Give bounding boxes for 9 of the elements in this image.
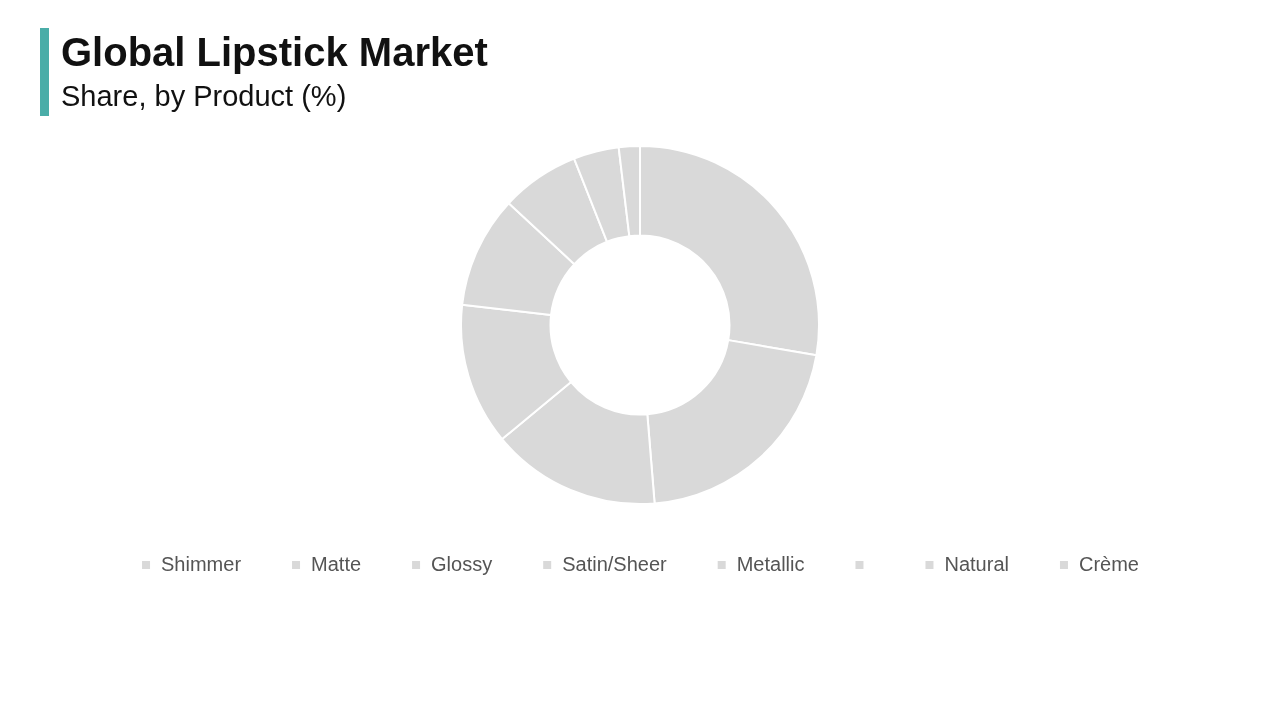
legend-label: Matte xyxy=(311,552,362,575)
chart-subtitle: Share, by Product (%) xyxy=(61,79,348,114)
legend-label: Shimmer xyxy=(161,552,242,575)
legend-label: Natural xyxy=(944,552,1009,575)
chart-title: Global Lipstick Market xyxy=(61,29,488,76)
legend-label: Crème xyxy=(1078,552,1139,575)
legend-label: Satin/Sheer xyxy=(562,552,668,575)
legend-label: Metallic xyxy=(736,552,805,575)
legend-label: Glossy xyxy=(431,552,493,575)
